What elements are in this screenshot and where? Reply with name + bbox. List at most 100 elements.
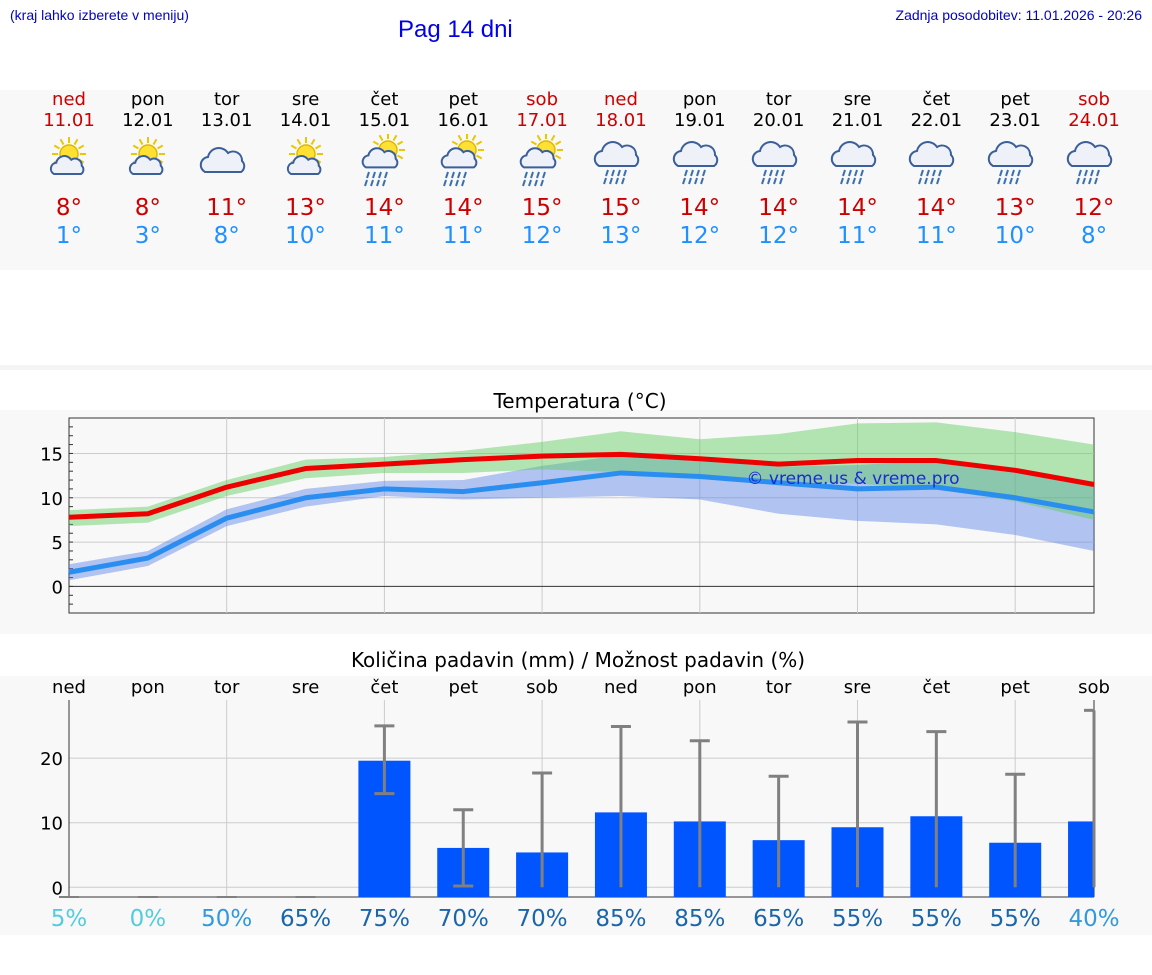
cloud-icon [187,132,267,194]
max-temperature: 14° [915,195,957,221]
separator [0,365,1152,370]
precipitation-tick-label: 0 [52,878,63,899]
max-temperature: 11° [206,195,248,221]
min-temperature: 11° [442,223,484,249]
sun-rain-icon [344,132,424,194]
sun-cloud-icon [266,132,346,194]
min-temperature: 12° [521,223,563,249]
day-name: sob [526,89,558,110]
day-date: 17.01 [516,110,568,131]
rain-icon [660,132,740,194]
min-temperature: 11° [837,223,878,249]
day-forecast: čet 15.01 14° 11° [344,90,424,250]
day-date: 18.01 [595,110,647,131]
day-date: 13.01 [200,110,253,131]
location-hint: (kraj lahko izberete v meniju) [10,7,189,23]
day-name: tor [765,89,792,110]
rain-icon [818,132,898,194]
max-temperature-line [68,451,1095,520]
day-forecast: čet 22.01 14° 11° [896,90,976,250]
rain-icon [581,132,661,194]
day-date: 20.01 [752,110,805,131]
temperature-title: Temperatura (°C) [492,389,666,413]
day-name: čet [922,89,951,110]
precipitation-probability: 55% [911,906,962,932]
max-temperature: 14° [837,195,878,221]
precipitation-day-label: pet [448,677,478,698]
sun-cloud-icon [29,132,109,194]
day-name: ned [603,89,638,110]
day-name: sob [1078,89,1110,110]
day-name: čet [370,89,399,110]
max-temperature: 14° [679,195,721,221]
precipitation-bar [1068,821,1094,897]
temperature-tick-label: 0 [52,577,63,598]
max-temperature: 15° [521,195,563,221]
day-forecast: tor 13.01 11° 8° [187,90,267,250]
max-temperature: 12° [1073,195,1115,221]
precipitation-day-label: pon [131,677,165,698]
max-temperature: 8° [134,195,161,221]
day-date: 12.01 [122,110,174,131]
day-forecast-row: ned 11.01 8° 1° pon 12.01 8° 3° tor 13.01 11° 8° sre… [0,90,1152,270]
max-temperature: 8° [55,195,83,221]
day-date: 14.01 [279,110,332,131]
day-date: 19.01 [674,110,726,131]
day-date: 24.01 [1068,110,1120,131]
min-temperature: 1° [55,223,83,249]
day-forecast: ned 11.01 8° 1° [29,90,109,250]
max-temperature: 15° [600,195,642,221]
temperature-tick-label: 10 [40,489,63,510]
min-temperature: 8° [213,223,240,249]
max-temperature: 14° [758,195,800,221]
day-date: 23.01 [989,110,1041,131]
day-forecast: pet 16.01 14° 11° [423,90,503,250]
sun-rain-icon [502,132,582,194]
min-temperature: 13° [600,223,642,249]
sun-rain-icon [423,132,503,194]
day-name: sre [291,89,320,110]
rain-icon [975,132,1055,194]
precipitation-day-label: ned [604,677,638,698]
day-name: sre [843,89,872,110]
min-temperature-line [68,470,1095,575]
precipitation-day-label: pon [683,677,717,698]
precipitation-probability: 55% [832,906,883,932]
day-forecast: tor 20.01 14° 12° [739,90,819,250]
temperature-tick-label: 5 [52,533,63,554]
min-temperature: 10° [994,223,1036,249]
min-temperature: 3° [134,223,161,249]
day-forecast: ned 18.01 15° 13° [581,90,661,250]
precipitation-probability: 50% [201,906,252,932]
day-name: pet [448,89,479,110]
last-updated: Zadnja posodobitev: 11.01.2026 - 20:26 [895,7,1142,23]
min-temperature: 11° [915,223,957,249]
day-forecast: pet 23.01 13° 10° [975,90,1055,250]
precipitation-probability: 40% [1068,906,1119,932]
precipitation-probability: 70% [438,906,489,932]
day-name: pon [130,89,165,110]
watermark: © vreme.us & vreme.pro [746,469,959,489]
precipitation-day-label: pet [1000,677,1030,698]
day-forecast: sre 21.01 14° 11° [818,90,898,250]
day-date: 15.01 [358,110,411,131]
max-temperature: 13° [994,195,1036,221]
precipitation-day-label: sob [526,677,558,698]
precipitation-tick-label: 20 [40,749,63,770]
day-forecast: pon 12.01 8° 3° [108,90,188,250]
min-temperature: 8° [1080,223,1108,249]
max-temperature: 14° [364,195,405,221]
sun-cloud-icon [108,132,188,194]
day-name: tor [213,89,240,110]
precipitation-probability: 65% [280,906,331,932]
precipitation-day-label: čet [922,677,950,698]
day-name: pet [1000,89,1030,110]
max-temperature: 13° [285,195,326,221]
max-temperature-band [69,422,1095,527]
precipitation-day-label: ned [52,677,86,698]
precipitation-day-label: sre [292,677,319,698]
day-forecast: sob 24.01 12° 8° [1054,90,1134,250]
day-name: pon [682,89,717,110]
precipitation-probability: 55% [990,906,1041,932]
rain-icon [739,132,819,194]
